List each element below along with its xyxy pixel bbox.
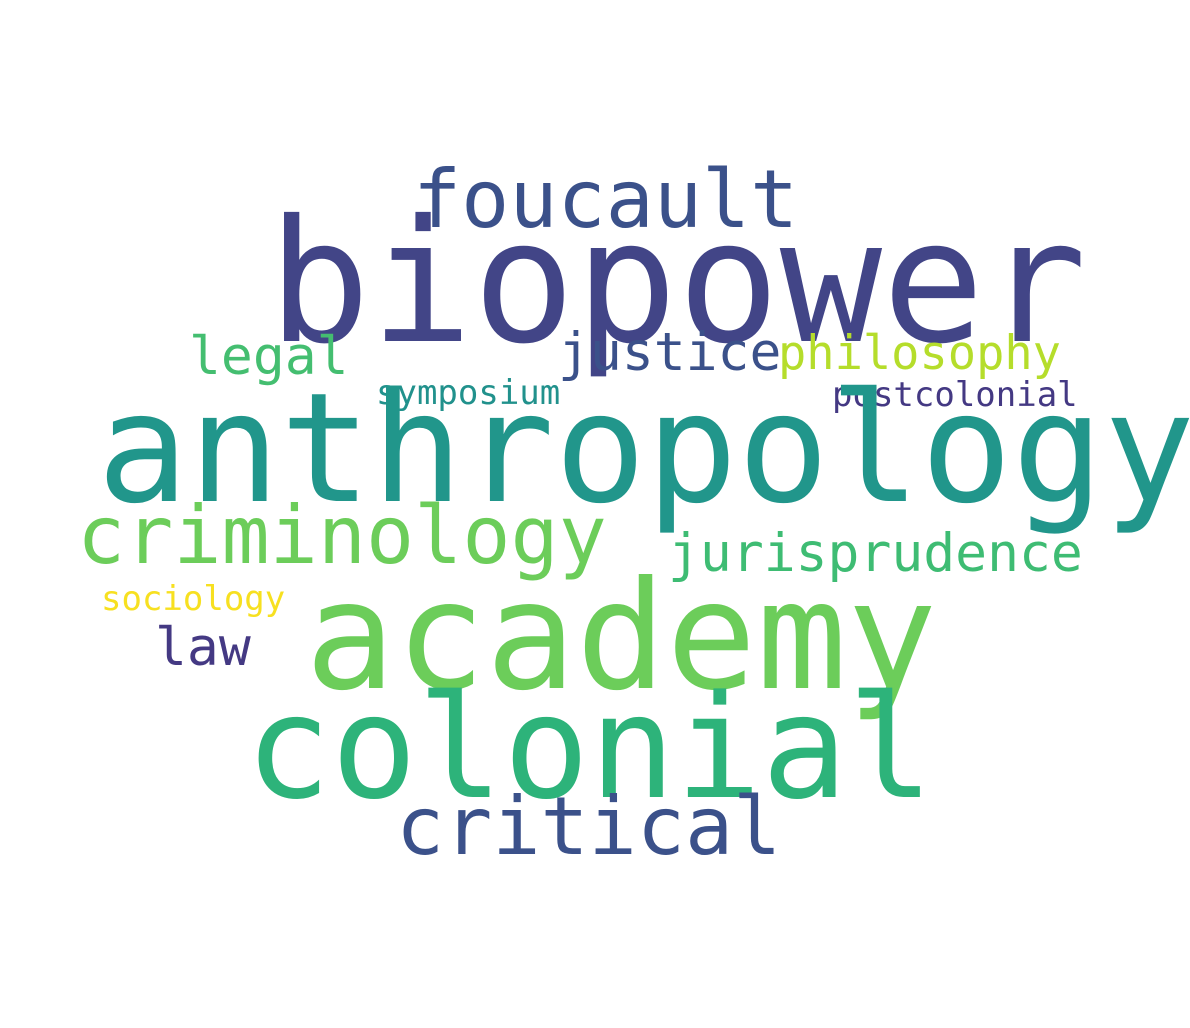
word-justice: justice [558, 322, 782, 383]
word-critical: critical [396, 780, 782, 873]
word-foucault: foucault [413, 153, 799, 246]
word-academy: academy [305, 550, 938, 724]
word-legal: legal [189, 326, 349, 387]
word-colonial: colonial [245, 664, 934, 831]
word-anthropology: anthropology [97, 360, 1190, 537]
word-criminology: criminology [77, 489, 607, 582]
word-symposium: symposium [376, 373, 561, 413]
word-sociology: sociology [101, 579, 286, 619]
word-postcolonial: postcolonial [832, 375, 1078, 415]
word-philosophy: philosophy [778, 326, 1061, 381]
word-jurisprudence: jurisprudence [668, 523, 1083, 584]
word-law: law [155, 617, 251, 678]
word-biopower: biopower [268, 184, 1087, 382]
